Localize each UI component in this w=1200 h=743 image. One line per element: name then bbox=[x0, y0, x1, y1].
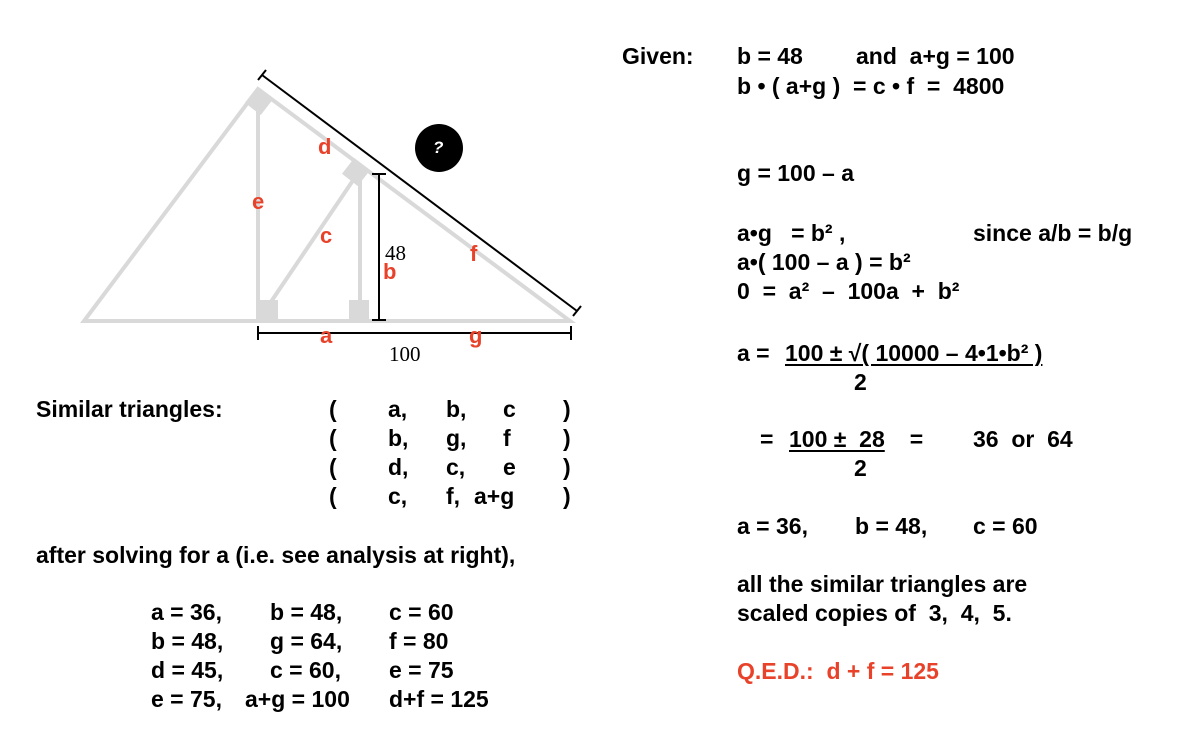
result-cell: g = 64, bbox=[270, 628, 343, 654]
side-3: e bbox=[503, 454, 516, 480]
label-g: g bbox=[469, 323, 483, 348]
result-cell: c = 60, bbox=[270, 657, 341, 683]
segment-c bbox=[256, 168, 362, 323]
result-cell: d+f = 125 bbox=[389, 686, 489, 712]
side-2: c, bbox=[446, 454, 466, 480]
right-angle-marker-top bbox=[341, 157, 371, 187]
result-cell: d = 45, bbox=[151, 657, 224, 683]
side-3: f bbox=[503, 425, 511, 451]
g-equation: g = 100 – a bbox=[737, 160, 854, 186]
side-1: c, bbox=[388, 483, 408, 509]
similar-note-line-2: scaled copies of 3, 4, 5. bbox=[737, 600, 1012, 626]
label-e: e bbox=[252, 189, 265, 214]
side-3: a+g bbox=[474, 483, 515, 509]
side-2: b, bbox=[446, 396, 467, 422]
evaluated-denominator: 2 bbox=[854, 455, 867, 481]
result-cell: b = 48, bbox=[270, 599, 343, 625]
solution-a: a = 36, bbox=[737, 513, 808, 539]
result-cell: a = 36, bbox=[151, 599, 222, 625]
right-angle-marker-bottom-mid bbox=[349, 300, 369, 320]
paren-close: ) bbox=[563, 425, 571, 451]
dimension-tick-hyp-bottom bbox=[572, 305, 582, 317]
solution-c: c = 60 bbox=[973, 513, 1038, 539]
given-b: b = 48 bbox=[737, 43, 803, 69]
label-c: c bbox=[320, 223, 333, 248]
result-cell: a+g = 100 bbox=[245, 686, 350, 712]
ag-equation: a•g = b² , bbox=[737, 220, 846, 246]
since-note: since a/b = b/g bbox=[973, 220, 1133, 246]
paren-close: ) bbox=[563, 483, 571, 509]
given-label: Given: bbox=[622, 43, 694, 69]
evaluated-lhs: = bbox=[760, 426, 780, 452]
big-triangle bbox=[80, 86, 577, 323]
given-sum: and a+g = 100 bbox=[856, 43, 1015, 69]
paren-open: ( bbox=[329, 454, 337, 480]
evaluated-result: 36 or 64 bbox=[973, 426, 1073, 452]
quadratic-equation: 0 = a² – 100a + b² bbox=[737, 278, 960, 304]
result-cell: e = 75, bbox=[151, 686, 222, 712]
quadratic-formula-lhs: a = bbox=[737, 340, 777, 366]
side-1: b, bbox=[388, 425, 409, 451]
quadratic-formula-numerator: 100 ± √( 10000 – 4•1•b² ) bbox=[785, 340, 1043, 366]
side-2: g, bbox=[446, 425, 467, 451]
a-paren-equation: a•( 100 – a ) = b² bbox=[737, 249, 911, 275]
label-d: d bbox=[318, 134, 332, 159]
side-1: d, bbox=[388, 454, 409, 480]
after-solving-note: after solving for a (i.e. see analysis a… bbox=[36, 542, 516, 568]
quadratic-formula-denominator: 2 bbox=[854, 369, 867, 395]
question-badge bbox=[415, 124, 463, 172]
paren-open: ( bbox=[329, 396, 337, 422]
result-cell: e = 75 bbox=[389, 657, 454, 683]
right-angle-marker-bottom-left bbox=[258, 300, 278, 320]
paren-open: ( bbox=[329, 425, 337, 451]
paren-close: ) bbox=[563, 396, 571, 422]
label-f: f bbox=[470, 241, 478, 266]
paren-close: ) bbox=[563, 454, 571, 480]
label-b: b bbox=[383, 259, 397, 284]
dimension-label-100: 100 bbox=[389, 342, 421, 366]
dimension-line-hypotenuse bbox=[261, 74, 578, 312]
dimension-label-48: 48 bbox=[385, 241, 406, 265]
side-1: a, bbox=[388, 396, 408, 422]
similar-triangles-title: Similar triangles: bbox=[36, 396, 223, 422]
given-product: b • ( a+g ) = c • f = 4800 bbox=[737, 73, 1005, 99]
side-3: c bbox=[503, 396, 516, 422]
result-cell: f = 80 bbox=[389, 628, 449, 654]
solution-b: b = 48, bbox=[855, 513, 928, 539]
evaluated-numerator: 100 ± 28 bbox=[789, 426, 885, 452]
label-a: a bbox=[320, 323, 333, 348]
right-angle-marker-apex bbox=[244, 86, 274, 116]
paren-open: ( bbox=[329, 483, 337, 509]
result-cell: c = 60 bbox=[389, 599, 454, 625]
question-mark-icon: ? bbox=[433, 138, 444, 157]
similar-note-line-1: all the similar triangles are bbox=[737, 571, 1028, 597]
result-cell: b = 48, bbox=[151, 628, 224, 654]
dimension-tick-hyp-top bbox=[257, 69, 267, 81]
qed-conclusion: Q.E.D.: d + f = 125 bbox=[737, 658, 939, 684]
evaluated-equals: = bbox=[897, 426, 924, 452]
side-2: f, bbox=[446, 483, 461, 509]
